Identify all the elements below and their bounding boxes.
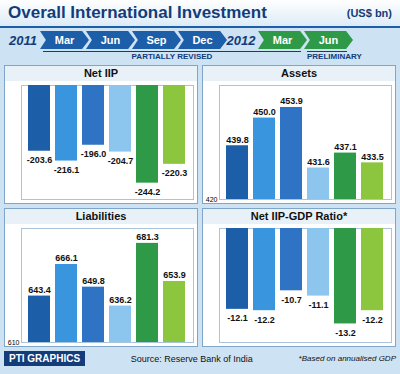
svg-text:-12.2: -12.2 [362,315,383,325]
svg-text:666.1: 666.1 [55,253,78,263]
html-text:Net IIP-GDP Ratio*: Net IIP-GDP Ratio* [250,210,348,222]
svg-text:681.3: 681.3 [136,232,159,242]
html-text:PARTIALLY REVISED: PARTIALLY REVISED [131,52,213,61]
svg-text:-10.7: -10.7 [281,295,302,305]
svg-text:-244.2: -244.2 [135,187,161,197]
svg-text:-12.1: -12.1 [227,313,248,323]
html-text:Mar: Mar [54,34,75,46]
html-text:Dec: Dec [192,34,213,46]
svg-text:-12.2: -12.2 [254,315,275,325]
html-text:Assets: Assets [281,67,317,79]
svg-text:431.6: 431.6 [307,157,330,167]
html-text:Jun: Jun [100,34,121,46]
svg-text:-216.1: -216.1 [54,165,80,175]
html-text:2011: 2011 [9,32,37,48]
svg-text:-11.1: -11.1 [308,300,328,310]
svg-text:610: 610 [8,339,20,346]
html-text:Source: Reserve Bank of India: Source: Reserve Bank of India [130,353,253,364]
svg-text:-204.7: -204.7 [108,156,134,166]
svg-text:453.9: 453.9 [280,96,303,106]
html-text:Sep: Sep [146,34,167,46]
svg-text:-13.2: -13.2 [335,328,356,338]
svg-text:433.5: 433.5 [361,152,384,162]
svg-text:643.4: 643.4 [28,285,51,295]
html-text:Overall International Investme: Overall International Investment [8,3,267,22]
svg-text:649.8: 649.8 [82,276,105,286]
html-text:Net IIP: Net IIP [83,67,119,79]
svg-text:450.0: 450.0 [253,107,276,117]
html-text:*Based on annualised GDP: *Based on annualised GDP [298,354,396,363]
html-text:PRELIMINARY: PRELIMINARY [307,52,362,61]
svg-text:-220.3: -220.3 [162,168,188,178]
svg-text:-196.0: -196.0 [81,149,107,159]
html-text:Mar: Mar [272,34,293,46]
html-text:PTI GRAPHICS: PTI GRAPHICS [9,353,81,364]
svg-text:653.9: 653.9 [163,270,186,280]
svg-text:-203.6: -203.6 [27,155,53,165]
svg-text:636.2: 636.2 [109,295,132,305]
svg-text:437.1: 437.1 [334,142,357,152]
html-text:Liabilities: Liabilities [75,210,127,222]
svg-text:439.8: 439.8 [226,135,249,145]
html-text:(US$ bn): (US$ bn) [346,7,392,19]
svg-text:420: 420 [206,196,218,203]
html-text:2012: 2012 [226,32,256,48]
html-text:Jun: Jun [318,34,339,46]
